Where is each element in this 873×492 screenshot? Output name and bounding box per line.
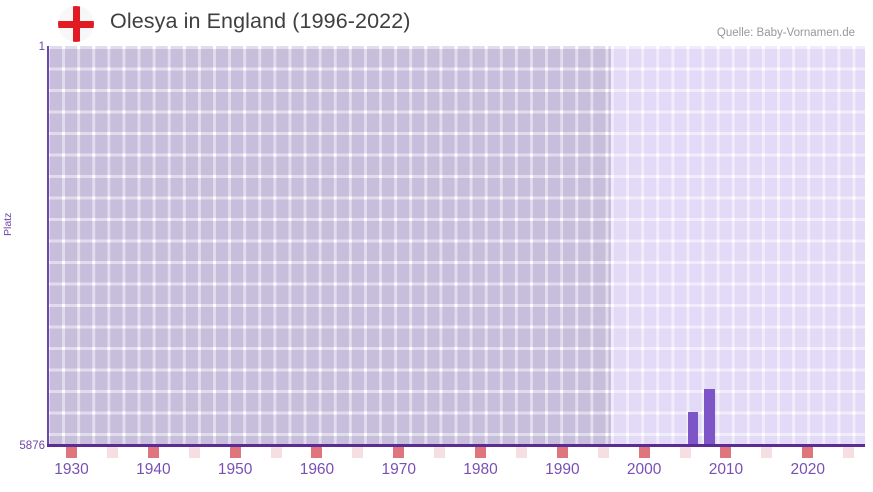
x-axis-tick-label: 1990: [545, 461, 580, 478]
x-axis-tick-label: 2020: [790, 461, 825, 478]
y-axis-line: [47, 46, 49, 445]
grid-pattern-data-range: [611, 46, 865, 445]
plot-area: [47, 46, 865, 445]
x-axis-tick-major: [638, 447, 650, 458]
x-axis-tick-label: 1980: [463, 461, 498, 478]
x-axis-tick-minor: [434, 447, 446, 458]
x-axis-tick-major: [147, 447, 159, 458]
x-axis-tick-label: 1960: [299, 461, 335, 478]
x-axis-tick-label: 1930: [54, 461, 89, 478]
chart-header: Olesya in England (1996-2022) Quelle: Ba…: [0, 0, 873, 46]
x-axis-tick-major: [229, 447, 241, 458]
bar: [688, 411, 699, 444]
y-axis-title: Platz: [2, 212, 14, 236]
x-axis-tick-minor: [515, 447, 527, 458]
x-axis-tick-label: 2010: [708, 461, 744, 478]
x-axis-tick-minor: [761, 447, 773, 458]
bar: [704, 388, 715, 444]
x-axis-ticks: [47, 447, 865, 458]
y-axis-tick-label-top: 1: [38, 41, 45, 53]
x-axis-tick-minor: [843, 447, 855, 458]
x-axis-tick-label: 2000: [626, 461, 662, 478]
x-axis-tick-major: [802, 447, 814, 458]
grid-pattern-pre-data: [47, 46, 612, 445]
flag-cross-horizontal: [58, 20, 94, 28]
x-axis-tick-major: [311, 447, 323, 458]
x-axis-tick-major: [66, 447, 78, 458]
x-axis-tick-labels: 1930 1940 1950 1960 1970 1980 1990 2000 2010 2020: [47, 461, 865, 485]
bars-layer: [47, 46, 865, 444]
x-axis-tick-major: [393, 447, 405, 458]
chart-title: Olesya in England (1996-2022): [110, 9, 411, 33]
x-axis-tick-minor: [188, 447, 200, 458]
x-axis-tick-label: 1970: [381, 461, 416, 478]
x-axis-tick-minor: [679, 447, 691, 458]
x-axis-tick-label: 1950: [217, 461, 253, 478]
x-axis-tick-minor: [597, 447, 609, 458]
x-axis-tick-major: [720, 447, 732, 458]
x-axis-line: [47, 444, 865, 447]
x-axis-tick-major: [475, 447, 487, 458]
x-axis-tick-minor: [106, 447, 118, 458]
y-axis-tick-label-bottom: 5876: [19, 440, 45, 452]
x-axis-tick-minor: [270, 447, 282, 458]
source-attribution: Quelle: Baby-Vornamen.de: [716, 27, 855, 39]
x-axis-tick-major: [556, 447, 568, 458]
x-axis-tick-minor: [352, 447, 364, 458]
x-axis-tick-label: 1940: [136, 461, 171, 478]
england-flag-icon: [58, 6, 94, 42]
